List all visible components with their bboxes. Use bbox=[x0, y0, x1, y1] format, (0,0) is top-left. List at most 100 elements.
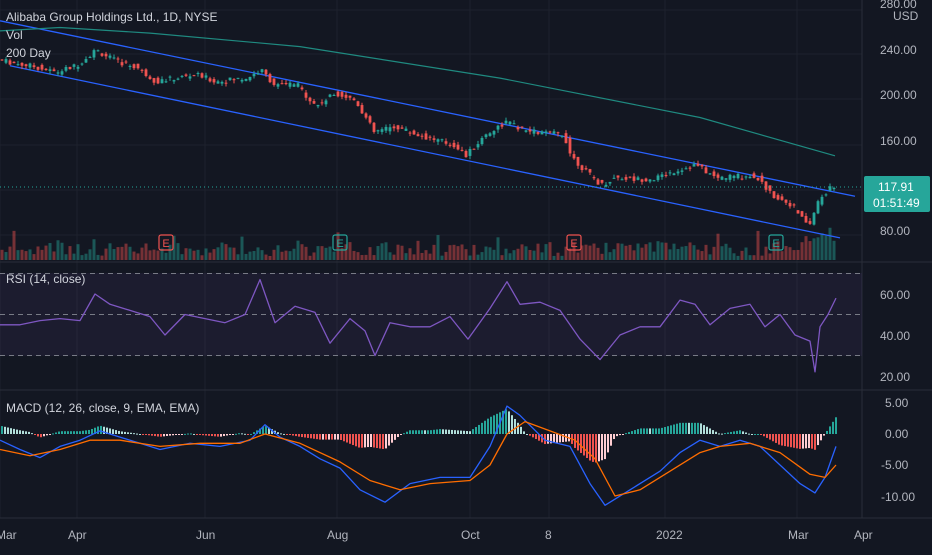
price-axis[interactable]: 280.00 USD 240.00 200.00 160.00 80.00 11… bbox=[864, 0, 930, 238]
macd-histogram-bar bbox=[520, 426, 522, 434]
macd-histogram-bar bbox=[634, 430, 636, 434]
candle-body bbox=[92, 50, 96, 58]
candle-body bbox=[100, 53, 104, 56]
candle-body bbox=[132, 64, 136, 69]
volume-bar bbox=[580, 245, 584, 260]
macd-histogram-bar bbox=[10, 428, 12, 434]
volume-bar bbox=[396, 244, 400, 260]
candle-body bbox=[552, 131, 556, 134]
macd-histogram-bar bbox=[469, 431, 471, 434]
time-label: Mar bbox=[0, 528, 17, 542]
volume-bar bbox=[812, 238, 816, 260]
volume-bar bbox=[556, 252, 560, 260]
candle-body bbox=[300, 87, 304, 90]
volume-bar bbox=[688, 242, 692, 260]
macd-histogram-bar bbox=[328, 434, 330, 440]
ma-label[interactable]: 200 Day bbox=[6, 46, 51, 60]
time-axis[interactable]: Mar Apr Jun Aug Oct 8 2022 Mar Apr bbox=[0, 528, 873, 542]
volume-bar bbox=[60, 242, 64, 260]
macd-histogram-bar bbox=[481, 422, 483, 434]
price-tick: 280.00 bbox=[880, 0, 917, 11]
candle-body bbox=[776, 195, 780, 200]
candle-body bbox=[184, 74, 188, 76]
rsi-line[interactable] bbox=[0, 278, 837, 373]
volume-bar bbox=[436, 235, 440, 260]
macd-histogram-bar bbox=[67, 431, 69, 434]
macd-histogram-bar bbox=[16, 429, 18, 434]
rsi-axis[interactable]: 60.00 40.00 20.00 bbox=[880, 288, 910, 384]
candle-body bbox=[276, 84, 280, 87]
macd-histogram-bar bbox=[463, 430, 465, 434]
volume-label[interactable]: Vol bbox=[6, 28, 23, 42]
candle-body bbox=[432, 138, 436, 140]
volume-bar bbox=[108, 243, 112, 260]
candle-body bbox=[680, 170, 684, 172]
macd-label[interactable]: MACD (12, 26, close, 9, EMA, EMA) bbox=[6, 401, 199, 415]
candle-body bbox=[568, 137, 572, 154]
symbol-title[interactable]: Alibaba Group Holdings Ltd., 1D, NYSE bbox=[6, 10, 217, 24]
macd-histogram-bar bbox=[226, 434, 228, 436]
rsi-label[interactable]: RSI (14, close) bbox=[6, 272, 85, 286]
macd-histogram-bar bbox=[118, 430, 120, 434]
macd-axis[interactable]: 5.00 0.00 -5.00 -10.00 bbox=[881, 396, 915, 504]
macd-histogram-bar bbox=[193, 433, 195, 435]
trend-channel[interactable] bbox=[0, 20, 856, 239]
volume-bar bbox=[628, 244, 632, 260]
candle-body bbox=[820, 196, 824, 205]
volume-bar bbox=[508, 253, 512, 260]
volume-bar bbox=[644, 244, 648, 260]
volume-bar bbox=[412, 254, 416, 260]
macd-histogram-bar bbox=[220, 434, 222, 437]
macd-tick: 5.00 bbox=[885, 396, 909, 410]
candle-body bbox=[76, 66, 80, 69]
price-candles[interactable] bbox=[0, 48, 836, 226]
candle-body bbox=[480, 137, 484, 145]
volume-bar bbox=[184, 248, 188, 260]
volume-bar bbox=[724, 243, 728, 260]
volume-bar bbox=[124, 243, 128, 260]
volume-bar bbox=[340, 248, 344, 260]
macd-histogram-bar bbox=[493, 415, 495, 434]
candle-body bbox=[88, 57, 92, 59]
last-price-badge[interactable] bbox=[864, 176, 930, 212]
candle-body bbox=[352, 98, 356, 101]
macd-histogram-bar bbox=[163, 434, 165, 437]
macd-histogram-bar bbox=[301, 434, 303, 438]
macd-histogram-bar bbox=[805, 434, 807, 449]
macd-histogram-bar bbox=[7, 427, 9, 434]
macd-histogram-bar bbox=[331, 434, 333, 440]
macd-histogram-bar bbox=[124, 431, 126, 434]
macd-histogram-bar bbox=[712, 430, 714, 434]
macd-histogram-bar bbox=[148, 434, 150, 436]
candle-body bbox=[708, 173, 712, 175]
macd-histogram-bar bbox=[112, 429, 114, 434]
earnings-letter: E bbox=[772, 238, 779, 250]
candle-body bbox=[472, 148, 476, 150]
volume-bar bbox=[500, 255, 504, 260]
macd-histogram-bar bbox=[352, 434, 354, 446]
candle-body bbox=[228, 77, 232, 80]
macd-histogram-bar bbox=[475, 427, 477, 434]
macd-lines[interactable] bbox=[0, 405, 837, 506]
rsi-tick: 60.00 bbox=[880, 288, 910, 302]
volume-bar bbox=[484, 246, 488, 260]
volume-bar bbox=[364, 254, 368, 260]
macd-histogram-bar bbox=[751, 434, 753, 435]
candle-body bbox=[524, 130, 528, 132]
volume-bar bbox=[476, 254, 480, 260]
macd-histogram-bar bbox=[322, 434, 324, 440]
volume-bar bbox=[560, 255, 564, 260]
volume-bar bbox=[448, 245, 452, 260]
volume-bar bbox=[352, 250, 356, 260]
macd-histogram-bar bbox=[601, 434, 603, 461]
macd-histogram-bar bbox=[547, 434, 549, 444]
candle-body bbox=[492, 131, 496, 135]
macd-histogram-bar bbox=[91, 428, 93, 434]
candle-body bbox=[64, 67, 68, 71]
volume-bar bbox=[536, 243, 540, 260]
macd-histogram-bar bbox=[400, 434, 402, 435]
candle-body bbox=[444, 141, 448, 144]
macd-histogram-bar bbox=[199, 434, 201, 435]
